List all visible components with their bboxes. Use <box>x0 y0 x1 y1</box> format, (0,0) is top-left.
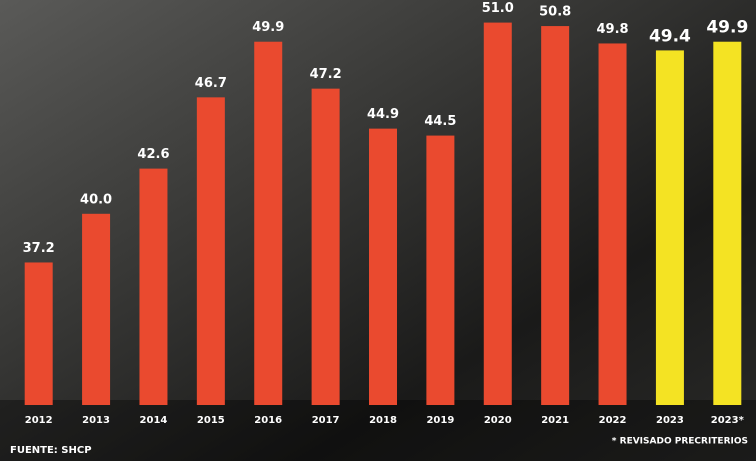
value-label: 49.9 <box>252 20 284 35</box>
bar <box>369 128 397 406</box>
bar <box>24 262 53 405</box>
value-label: 50.8 <box>539 5 571 20</box>
x-tick-label: 2019 <box>426 415 454 426</box>
bar <box>541 26 570 405</box>
x-tick-label: 2023 <box>656 415 684 426</box>
value-label: 49.8 <box>596 22 628 37</box>
value-label: 37.2 <box>23 241 55 256</box>
value-label: 47.2 <box>310 67 342 82</box>
bar <box>254 41 283 406</box>
x-tick-label: 2018 <box>369 415 397 426</box>
x-tick-label: 2016 <box>254 415 282 426</box>
value-label: 44.5 <box>424 114 456 129</box>
value-label: 49.9 <box>706 18 748 38</box>
value-label: 46.7 <box>195 76 227 91</box>
bar <box>598 43 627 406</box>
value-label: 42.6 <box>137 147 169 162</box>
bar <box>483 22 512 406</box>
x-tick-label: 2022 <box>599 415 627 426</box>
x-tick-label: 2013 <box>82 415 110 426</box>
value-label: 44.9 <box>367 107 399 122</box>
bar <box>139 168 168 405</box>
value-label: 51.0 <box>482 1 514 16</box>
value-label: 40.0 <box>80 192 112 207</box>
x-tick-label: 2017 <box>312 415 340 426</box>
bar <box>713 41 742 406</box>
x-tick-label: 2023* <box>711 415 745 426</box>
bar <box>426 135 455 405</box>
footer-band <box>0 400 756 461</box>
x-tick-label: 2015 <box>197 415 225 426</box>
x-tick-label: 2012 <box>25 415 53 426</box>
note: * REVISADO PRECRITERIOS <box>612 437 748 447</box>
x-tick-label: 2021 <box>541 415 569 426</box>
bar <box>655 50 684 406</box>
bar <box>196 97 225 406</box>
x-tick-label: 2014 <box>140 415 168 426</box>
source: FUENTE: SHCP <box>10 445 92 456</box>
bar <box>82 213 111 405</box>
x-tick-label: 2020 <box>484 415 512 426</box>
value-label: 49.4 <box>649 26 691 46</box>
bar <box>311 88 340 405</box>
